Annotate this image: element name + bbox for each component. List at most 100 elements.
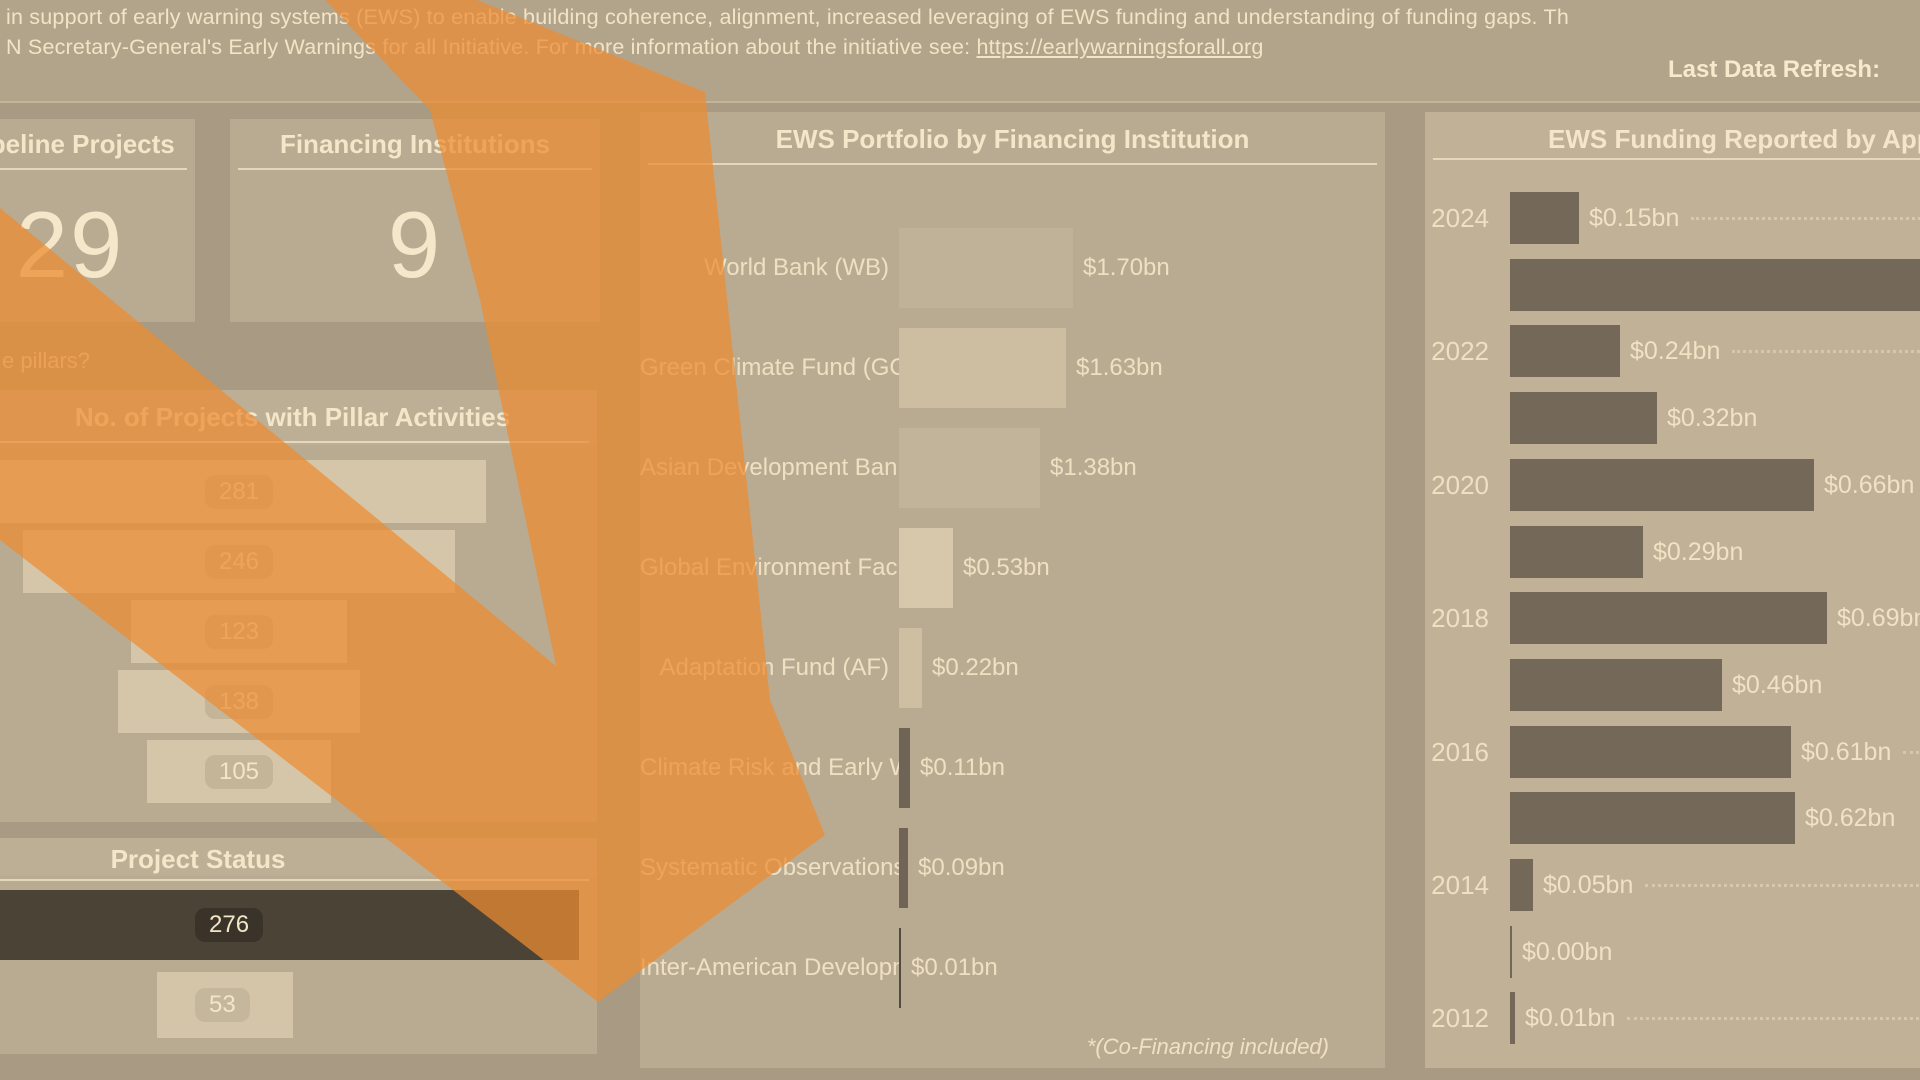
funding-bar[interactable] [1510,992,1515,1044]
funding-bar[interactable] [1510,792,1795,844]
portfolio-bar[interactable] [899,728,910,808]
status-chart-title: Project Status [110,844,286,874]
funding-value-label: $0.05bn [1543,870,1634,899]
card-institutions-separator [238,168,592,170]
funding-row: 2014 $0.05bn [1425,859,1920,911]
funding-value-label: $0.69bn [1837,603,1920,632]
pillar-bar[interactable]: 138 [118,670,360,733]
pillar-chart-title: No. of Projects with Pillar Activities [74,402,511,432]
funding-bar[interactable] [1510,526,1643,578]
funding-bar[interactable] [1510,859,1533,911]
portfolio-row: Global Environment Facility (... $0.53bn [640,528,1385,608]
portfolio-category-label: Asian Development Bank (ADB) [640,454,899,481]
portfolio-bar[interactable] [899,828,908,908]
portfolio-bar[interactable] [899,428,1040,508]
header-text-line1: in support of early warning systems (EWS… [6,5,1569,29]
qa-question-text: e pillars? [2,348,91,373]
portfolio-bar[interactable] [899,228,1073,308]
portfolio-category-label: Green Climate Fund (GCF) [640,354,899,381]
portfolio-value-label: $0.11bn [920,754,1005,781]
status-bar-label: 276 [195,908,264,942]
portfolio-bar[interactable] [899,328,1066,408]
pillar-bar[interactable]: 281 [0,460,486,523]
dotted-leader-line [1903,750,1920,754]
funding-row: $0.46bn [1425,659,1920,711]
earlywarningsforall-link[interactable]: https://earlywarningsforall.org [976,35,1264,59]
dotted-leader-line [1691,216,1920,220]
funding-row: $0.00bn [1425,926,1920,978]
funding-row: 2020 $0.66bn [1425,459,1920,511]
funding-value-label: $0.61bn [1801,737,1892,766]
funding-bar[interactable] [1510,392,1657,444]
portfolio-bar[interactable] [899,528,953,608]
funding-bar[interactable] [1510,459,1814,511]
funding-bar[interactable] [1510,726,1791,778]
funding-bar[interactable] [1510,659,1722,711]
funding-value-label: $0.00bn [1522,937,1613,966]
portfolio-panel: EWS Portfolio by Financing Institution W… [640,112,1385,1068]
funding-bar[interactable] [1510,192,1579,244]
card-pipeline-separator [0,168,187,170]
funding-value-label: $0.01bn [1525,1003,1616,1032]
pillar-bar[interactable]: 123 [131,600,347,663]
portfolio-value-label: $0.22bn [932,654,1019,681]
card-institutions-title: Financing Institutions [279,129,551,159]
portfolio-title-separator [648,163,1377,165]
funding-bar[interactable] [1510,325,1620,377]
funding-row: $0.62bn [1425,792,1920,844]
funding-value-label: $0.32bn [1667,403,1758,432]
status-bar[interactable]: 53 [157,972,293,1038]
portfolio-value-label: $0.53bn [963,554,1050,581]
pillar-bar[interactable]: 105 [147,740,331,803]
funding-year-label: 2016 [1431,736,1489,767]
portfolio-row: Asian Development Bank (ADB) $1.38bn [640,428,1385,508]
dotted-leader-line [1732,349,1920,353]
portfolio-row: Inter-American Development ... $0.01bn [640,928,1385,1008]
portfolio-bar[interactable] [899,928,901,1008]
funding-value-label: $0.15bn [1589,203,1680,232]
funding-year-label: 2024 [1431,202,1489,233]
portfolio-footnote: *(Co-Financing included) [1086,1034,1329,1059]
portfolio-value-label: $1.63bn [1076,354,1163,381]
portfolio-category-label: Systematic Observations Fina... [640,854,899,881]
funding-bar[interactable] [1510,926,1512,978]
funding-bar[interactable] [1510,259,1920,311]
portfolio-bar[interactable] [899,628,922,708]
funding-panel: EWS Funding Reported by Appr 2024 $0.15bn… [1425,112,1920,1068]
card-institutions-value: 9 [387,192,443,297]
pillar-bar[interactable]: 246 [23,530,455,593]
portfolio-row: Green Climate Fund (GCF) $1.63bn [640,328,1385,408]
funding-value-label: $0.46bn [1732,670,1823,699]
funding-row: $0.32bn [1425,392,1920,444]
funding-value-label: $0.24bn [1630,336,1721,365]
dotted-leader-line [1645,883,1920,887]
pillar-bar-label: 105 [204,754,274,789]
funding-row [1425,259,1920,311]
portfolio-category-label: Global Environment Facility (... [640,554,899,581]
header-text-line2-prefix: N Secretary-General's Early Warnings for… [6,35,977,59]
status-title-separator [0,879,589,881]
portfolio-category-label: Inter-American Development ... [640,954,899,981]
portfolio-chart-title: EWS Portfolio by Financing Institution [775,124,1250,154]
portfolio-category-label: Climate Risk and Early Warnin... [640,754,899,781]
dotted-leader-line [1627,1016,1920,1020]
funding-row: 2024 $0.15bn [1425,192,1920,244]
funding-bar[interactable] [1510,592,1827,644]
funding-year-label: 2012 [1431,1002,1489,1033]
pillar-bar-label: 138 [204,684,274,719]
funding-year-label: 2020 [1431,469,1489,500]
portfolio-category-label: Adaptation Fund (AF) [659,654,889,681]
funding-row: 2018 $0.69bn [1425,592,1920,644]
portfolio-row: Adaptation Fund (AF) $0.22bn [640,628,1385,708]
card-financing-institutions[interactable]: Financing Institutions 9 [230,119,600,322]
portfolio-row: World Bank (WB) $1.70bn [640,228,1385,308]
card-pipeline-projects[interactable]: Pipeline Projects 29 [0,119,195,322]
status-bar[interactable]: 276 [0,890,579,960]
header-text-line2: N Secretary-General's Early Warnings for… [6,35,1264,60]
funding-row: 2016 $0.61bn [1425,726,1920,778]
funding-row: 2012 $0.01bn [1425,992,1920,1044]
funding-year-label: 2014 [1431,869,1489,900]
portfolio-row: Systematic Observations Fina... $0.09bn [640,828,1385,908]
header-strip: in support of early warning systems (EWS… [0,0,1920,103]
